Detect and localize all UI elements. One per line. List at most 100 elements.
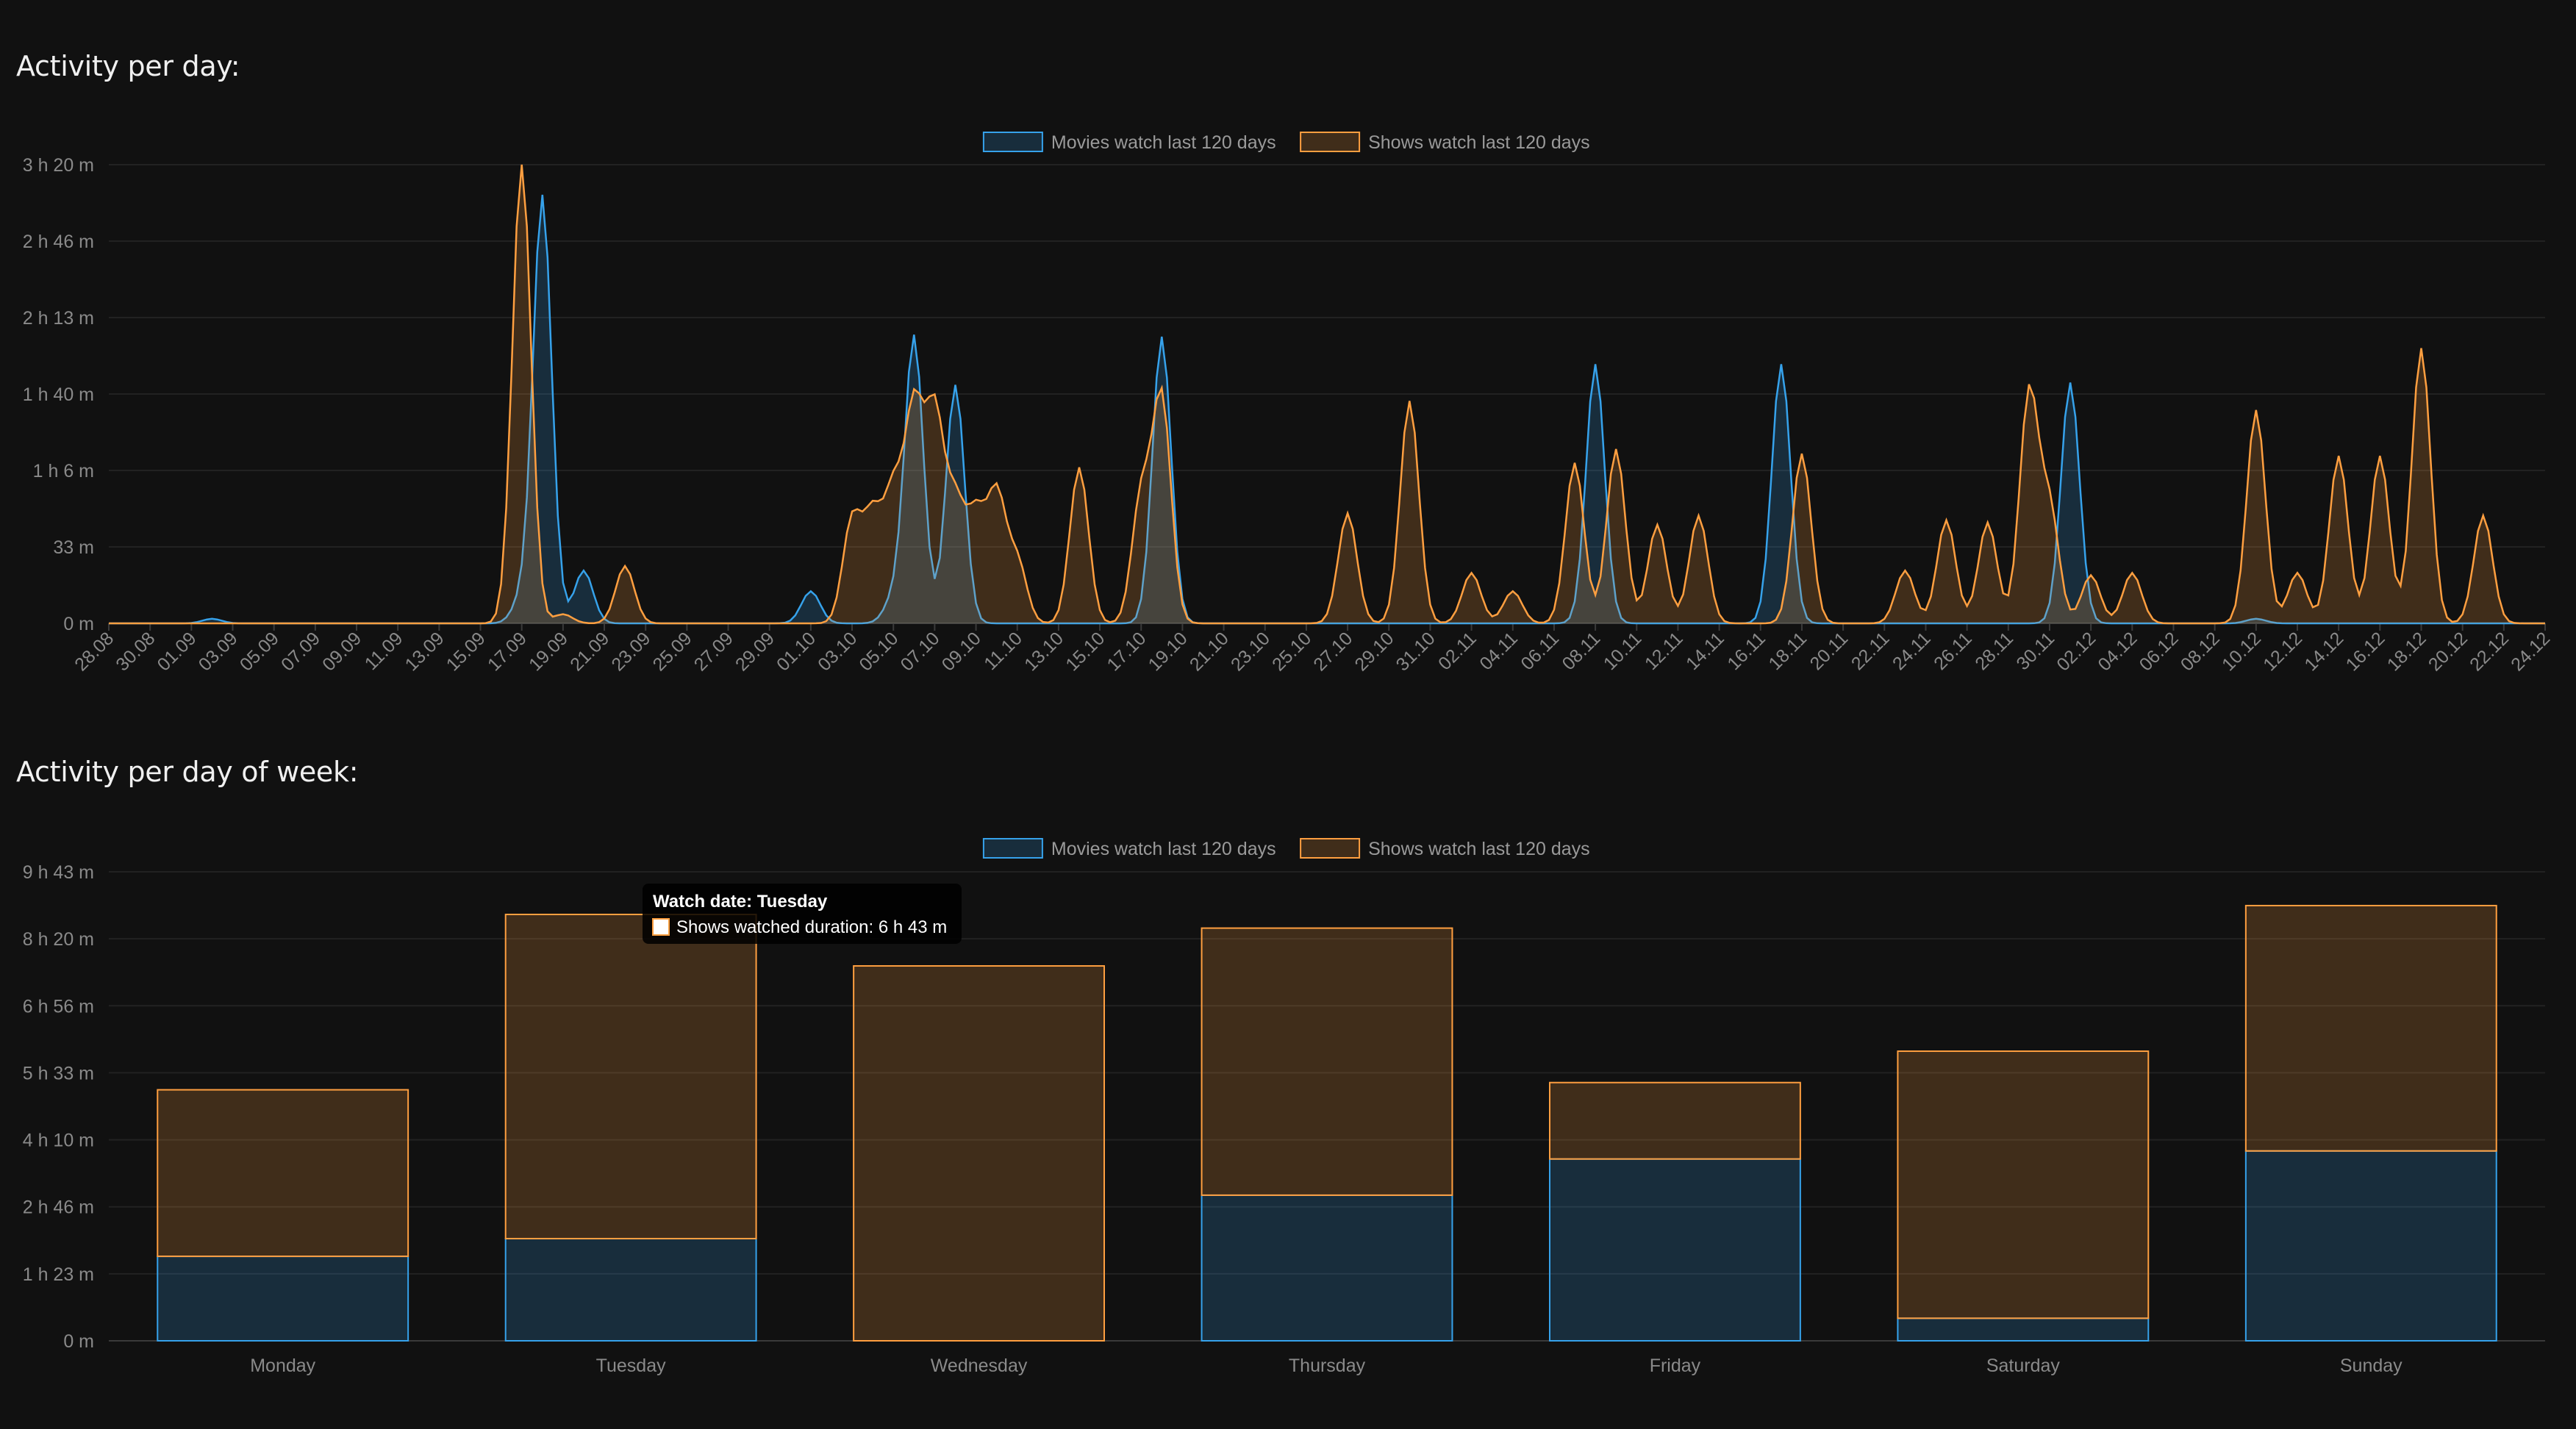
y-tick-label: 4 h 10 m	[23, 1131, 94, 1151]
series-area-movies	[109, 195, 2545, 623]
x-tick-label: 29.09	[731, 628, 779, 675]
x-tick-label: 30.11	[2012, 628, 2058, 674]
x-tick-label: 04.12	[2094, 628, 2142, 675]
y-tick-label: 2 h 13 m	[23, 308, 94, 329]
y-tick-label: 0 m	[63, 614, 94, 634]
bar-shows-friday	[1548, 1081, 1801, 1160]
legend-label-shows: Shows watch last 120 days	[1368, 132, 1590, 153]
x-tick-label: 25.10	[1268, 628, 1315, 675]
bar-movies-friday	[1548, 1158, 1801, 1342]
x-tick-label: Tuesday	[596, 1355, 666, 1376]
x-tick-label: 01.10	[773, 628, 820, 675]
legend: Movies watch last 120 days Shows watch la…	[982, 132, 1590, 153]
x-tick-label: 22.11	[1847, 628, 1894, 674]
bar-shows-wednesday	[853, 965, 1106, 1342]
tooltip-box	[643, 884, 962, 944]
y-tick-label: 1 h 6 m	[33, 461, 94, 481]
legend-swatch-movies	[982, 838, 1043, 859]
x-tick-label: 04.11	[1475, 628, 1522, 674]
x-tick-label: 08.11	[1559, 628, 1605, 674]
daily-activity-chart: Movies watch last 120 days Shows watch la…	[23, 132, 2554, 675]
x-tick-label: 15.09	[443, 628, 490, 675]
x-tick-label: 23.09	[607, 628, 654, 675]
x-tick-label: 07.10	[897, 628, 944, 675]
x-tick-label: 25.09	[649, 628, 696, 675]
tooltip-swatch	[652, 918, 670, 936]
x-tick-label: 20.12	[2425, 628, 2472, 675]
x-tick-label: 17.09	[484, 628, 531, 675]
x-tick-label: 14.11	[1682, 628, 1728, 674]
x-tick-label: 21.09	[566, 628, 613, 675]
weekly-activity-chart: Movies watch last 120 days Shows watch la…	[23, 838, 2545, 1376]
x-tick-label: 27.09	[690, 628, 737, 675]
bar-movies-saturday	[1897, 1317, 2150, 1342]
x-tick-label: 16.12	[2342, 628, 2389, 675]
y-tick-label: 1 h 40 m	[23, 384, 94, 405]
legend-label-movies: Movies watch last 120 days	[1051, 839, 1276, 859]
x-tick-label: 02.11	[1434, 628, 1481, 674]
legend-label-movies: Movies watch last 120 days	[1051, 132, 1276, 153]
x-tick-label: 30.08	[112, 628, 159, 675]
y-tick-label: 3 h 20 m	[23, 155, 94, 176]
tooltip-title: Watch date: Tuesday	[653, 892, 828, 912]
x-tick-label: 05.09	[236, 628, 283, 675]
x-tick-label: 29.10	[1350, 628, 1398, 675]
x-tick-label: 16.11	[1723, 628, 1770, 674]
series-line-movies	[109, 194, 2545, 625]
tooltip: Watch date: Tuesday Shows watched duratio…	[643, 884, 962, 944]
legend-swatch-shows	[1300, 838, 1361, 859]
y-tick-label: 5 h 33 m	[23, 1063, 94, 1084]
x-tick-label: 28.11	[1971, 628, 2017, 674]
y-tick-label: 9 h 43 m	[23, 862, 94, 883]
y-tick-label: 2 h 46 m	[23, 1197, 94, 1218]
x-tick-label: 14.12	[2300, 628, 2347, 675]
bar-movies-tuesday	[504, 1238, 757, 1342]
x-tick-label: 09.10	[938, 628, 985, 675]
x-tick-label: 23.10	[1227, 628, 1274, 675]
bar-shows-saturday	[1897, 1050, 2150, 1319]
x-tick-label: 22.12	[2466, 628, 2513, 675]
x-tick-label: 03.10	[814, 628, 861, 675]
x-tick-label: 12.11	[1641, 628, 1687, 674]
bar-shows-tuesday	[504, 914, 757, 1240]
x-tick-label: Friday	[1650, 1355, 1701, 1376]
x-tick-label: 11.10	[980, 628, 1026, 674]
x-tick-label: 09.09	[318, 628, 365, 675]
x-tick-label: 06.11	[1517, 628, 1563, 674]
x-tick-label: 31.10	[1392, 628, 1439, 675]
x-tick-label: 19.09	[525, 628, 572, 675]
y-tick-label: 2 h 46 m	[23, 232, 94, 252]
x-tick-label: 24.12	[2507, 628, 2554, 675]
x-tick-label: Wednesday	[931, 1355, 1028, 1376]
weekly-activity-title: Activity per day of week:	[16, 756, 359, 788]
x-tick-label: 21.10	[1186, 628, 1233, 675]
x-tick-label: 10.11	[1600, 628, 1646, 674]
x-tick-label: 28.08	[71, 628, 118, 675]
x-tick-label: 02.12	[2053, 628, 2100, 675]
legend-swatch-shows	[1300, 132, 1361, 152]
x-tick-label: 13.09	[401, 628, 448, 675]
bar-shows-thursday	[1201, 927, 1453, 1196]
x-tick-label: 10.12	[2218, 628, 2265, 675]
legend-swatch-movies	[982, 132, 1043, 152]
x-tick-label: 06.12	[2136, 628, 2183, 675]
x-tick-label: 19.10	[1145, 628, 1192, 675]
x-tick-label: Thursday	[1289, 1355, 1366, 1376]
series-line-shows	[109, 164, 2545, 625]
bar-movies-sunday	[2244, 1150, 2497, 1342]
daily-activity-title: Activity per day:	[16, 50, 240, 82]
x-tick-label: Monday	[250, 1355, 315, 1376]
legend-label-shows: Shows watch last 120 days	[1368, 839, 1590, 859]
x-tick-label: 18.11	[1764, 628, 1811, 674]
x-tick-label: 24.11	[1889, 628, 1935, 674]
x-tick-label: 03.09	[195, 628, 242, 675]
x-tick-label: 17.10	[1103, 628, 1150, 675]
x-tick-label: 18.12	[2383, 628, 2430, 675]
bar-movies-monday	[157, 1256, 409, 1342]
x-tick-label: 12.12	[2259, 628, 2306, 675]
x-tick-label: 08.12	[2177, 628, 2224, 675]
y-tick-label: 6 h 56 m	[23, 996, 94, 1017]
x-tick-label: Sunday	[2340, 1355, 2403, 1376]
y-tick-label: 0 m	[63, 1331, 94, 1352]
legend: Movies watch last 120 days Shows watch la…	[982, 838, 1590, 859]
